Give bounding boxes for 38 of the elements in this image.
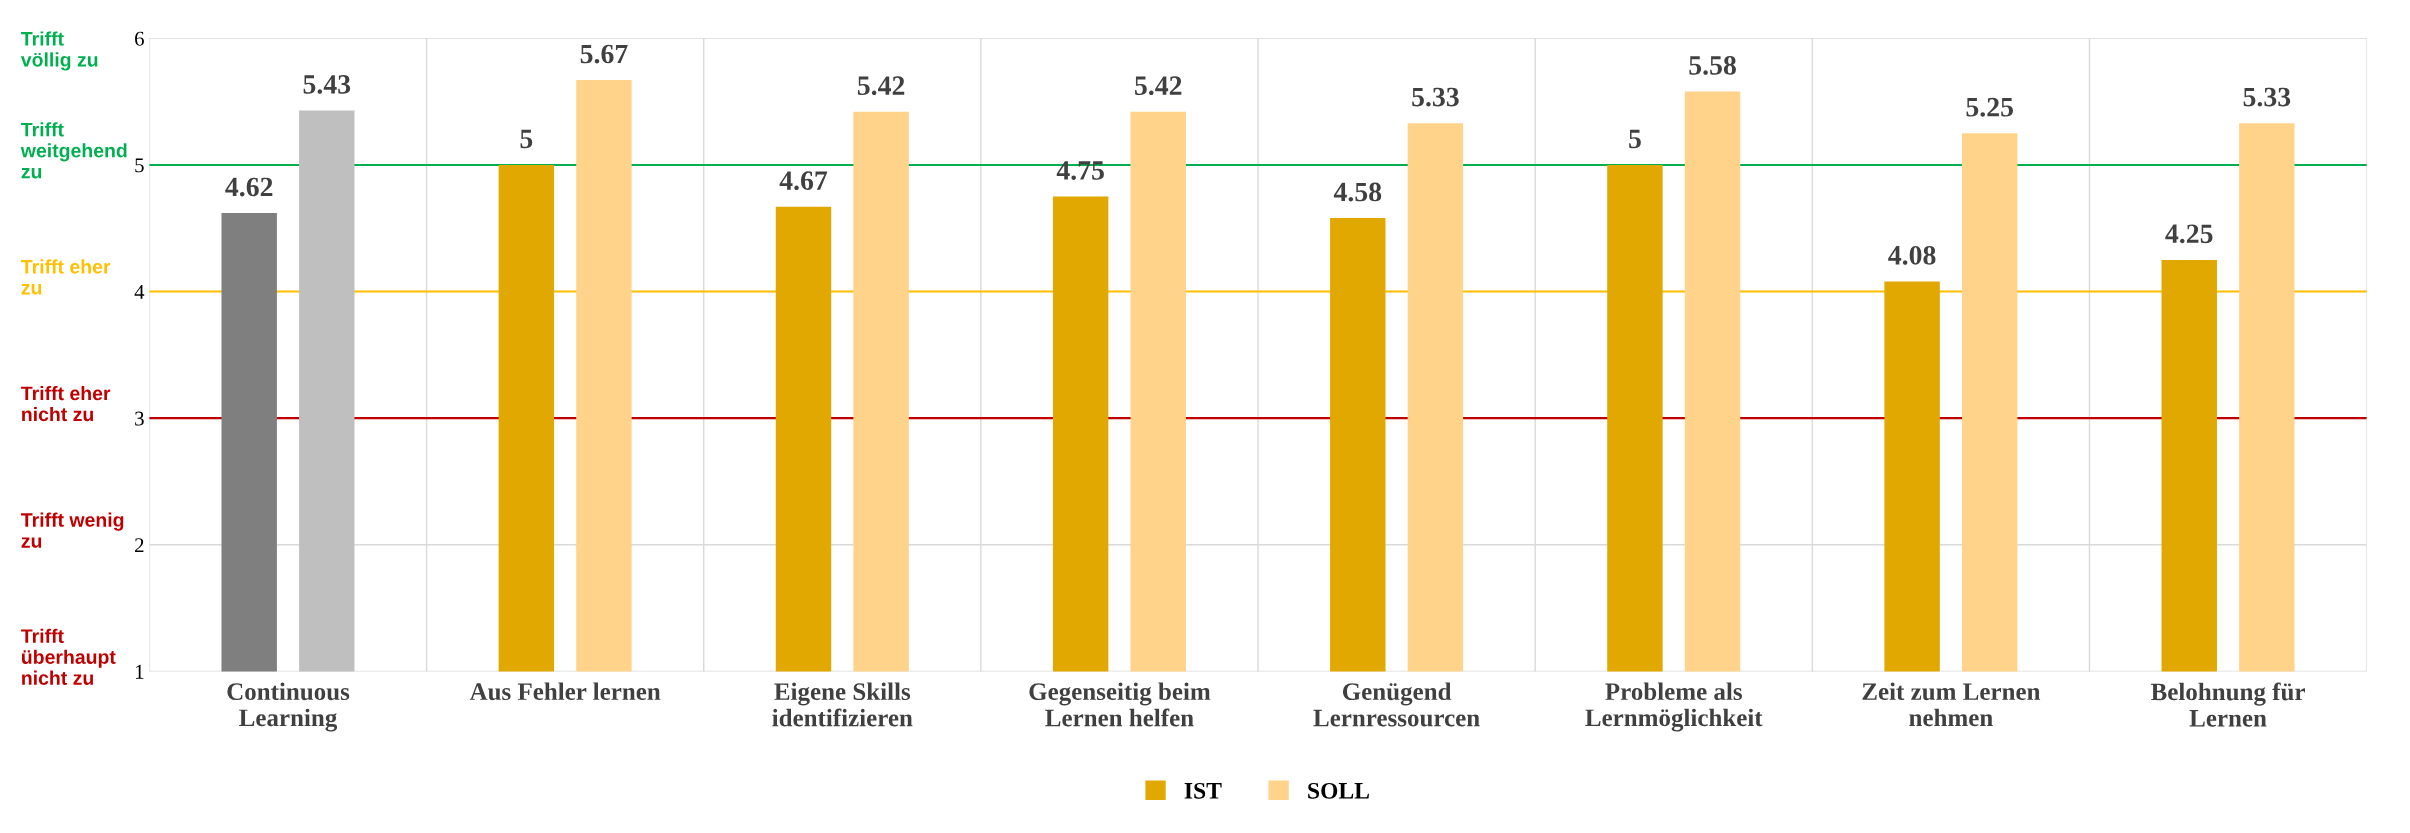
y-tick-label: 4 bbox=[134, 285, 145, 299]
y-tick-label: 3 bbox=[135, 411, 144, 426]
data-label: 5.33 bbox=[1412, 87, 1459, 107]
x-tick-label: Belohnung für Lernen bbox=[2151, 682, 2305, 727]
data-label: 5.67 bbox=[580, 44, 628, 64]
data-label: 5.58 bbox=[1689, 56, 1736, 75]
x-tick-label: Aus Fehler lernen bbox=[469, 682, 661, 701]
data-label: 4.58 bbox=[1333, 182, 1382, 202]
text: Trifft eher nicht zu bbox=[21, 385, 111, 422]
data-label: 5.42 bbox=[857, 76, 905, 96]
x-tick-label: Zeit zum Lernen nehmen bbox=[1862, 682, 2041, 727]
y-tick-label: 2 bbox=[135, 538, 144, 553]
text: Trifft wenig zu bbox=[21, 512, 124, 548]
data-label: 4.67 bbox=[779, 171, 828, 191]
legend-label: SOLL bbox=[1308, 782, 1369, 799]
data-label: 4.25 bbox=[2165, 224, 2213, 244]
data-label: 4.62 bbox=[225, 177, 273, 197]
data-label: 4.75 bbox=[1056, 161, 1104, 180]
x-tick-label: Eigene Skills identifizieren bbox=[772, 682, 913, 727]
y-tick-label: 6 bbox=[135, 31, 144, 46]
x-tick-label: Gegenseitig beim Lernen helfen bbox=[1029, 682, 1211, 727]
data-label: 5.43 bbox=[303, 75, 351, 94]
text: Trifft eher zu bbox=[21, 259, 111, 295]
data-label: 5 bbox=[1629, 129, 1641, 149]
data-label: 5.25 bbox=[1966, 97, 2013, 117]
x-tick-label: Probleme als Lernmöglichkeit bbox=[1585, 682, 1763, 732]
x-tick-label: Genügend Lernressourcen bbox=[1313, 682, 1480, 727]
data-label: 5.33 bbox=[2243, 87, 2291, 107]
x-tick-label: Continuous Learning bbox=[227, 682, 350, 732]
data-label: 5.42 bbox=[1135, 76, 1182, 96]
y-tick-label: 1 bbox=[135, 664, 144, 679]
text: Trifft weitgehend zu bbox=[20, 122, 127, 179]
text: Trifft völlig zu bbox=[20, 31, 98, 71]
y-tick-label: 5 bbox=[135, 158, 144, 173]
data-label: 5 bbox=[520, 129, 533, 149]
legend-label: IST bbox=[1184, 782, 1222, 799]
data-label: 4.08 bbox=[1888, 245, 1936, 265]
text: Trifft überhaupt nicht zu bbox=[21, 628, 116, 685]
